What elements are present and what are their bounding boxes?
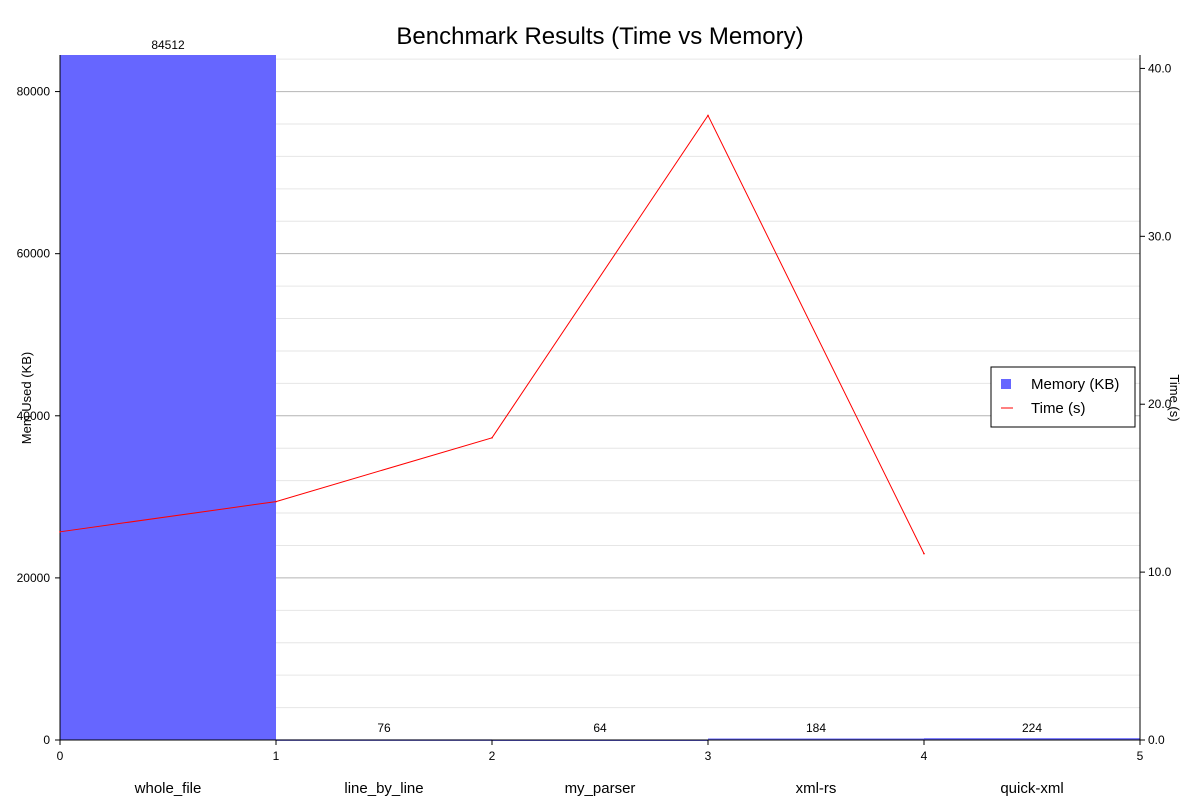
memory-bar-label: 64 [593,721,607,735]
category-label: line_by_line [344,780,423,797]
legend-memory-swatch [1001,379,1011,389]
time-point [275,500,277,503]
category-label: quick-xml [1000,780,1063,797]
category-label: whole_file [134,780,202,797]
legend-time-label: Time (s) [1031,400,1085,417]
y-left-tick-label: 60000 [17,247,51,261]
memory-bar-label: 224 [1022,721,1042,735]
x-tick-label: 0 [57,749,64,763]
y-right-tick-label: 30.0 [1148,229,1172,243]
x-tick-label: 5 [1137,749,1144,763]
memory-bar-label: 76 [377,721,391,735]
time-point [923,552,925,555]
x-tick-label: 1 [273,749,280,763]
legend: Memory (KB) Time (s) [990,366,1136,428]
memory-bar-label: 184 [806,721,826,735]
memory-bar [708,738,924,741]
legend-box [990,366,1136,428]
time-line-series [59,114,925,555]
chart-title: Benchmark Results (Time vs Memory) [396,23,803,50]
memory-bars [60,55,1140,741]
memory-bar-label: 84512 [151,38,185,52]
y-axis-right-title: Time (s) [1167,374,1182,421]
time-point [491,436,493,439]
y-right-tick-label: 20.0 [1148,397,1172,411]
time-point [59,531,61,533]
y-left-tick-label: 20000 [17,571,51,585]
legend-memory-label: Memory (KB) [1031,376,1119,393]
y-left-tick-label: 0 [43,733,50,747]
time-point [707,114,709,117]
y-right-tick-label: 40.0 [1148,61,1172,75]
y-left-tick-label: 80000 [17,85,51,99]
x-tick-label: 2 [489,749,496,763]
category-label: xml-rs [796,780,837,797]
x-tick-label: 4 [921,749,928,763]
y-right-tick-label: 0.0 [1148,733,1165,747]
y-left-tick-label: 40000 [17,409,51,423]
category-label: my_parser [565,780,636,797]
x-tick-label: 3 [705,749,712,763]
y-right-tick-label: 10.0 [1148,565,1172,579]
memory-bar [924,738,1140,740]
y-axis-left-title: Mem Used (KB) [19,352,34,444]
axes: 0 1 2 3 4 5 whole_file line_by_line my_parser xml… [17,55,1172,797]
data-labels: 84512 76 64 184 224 [151,38,1042,735]
memory-bar [60,55,276,740]
